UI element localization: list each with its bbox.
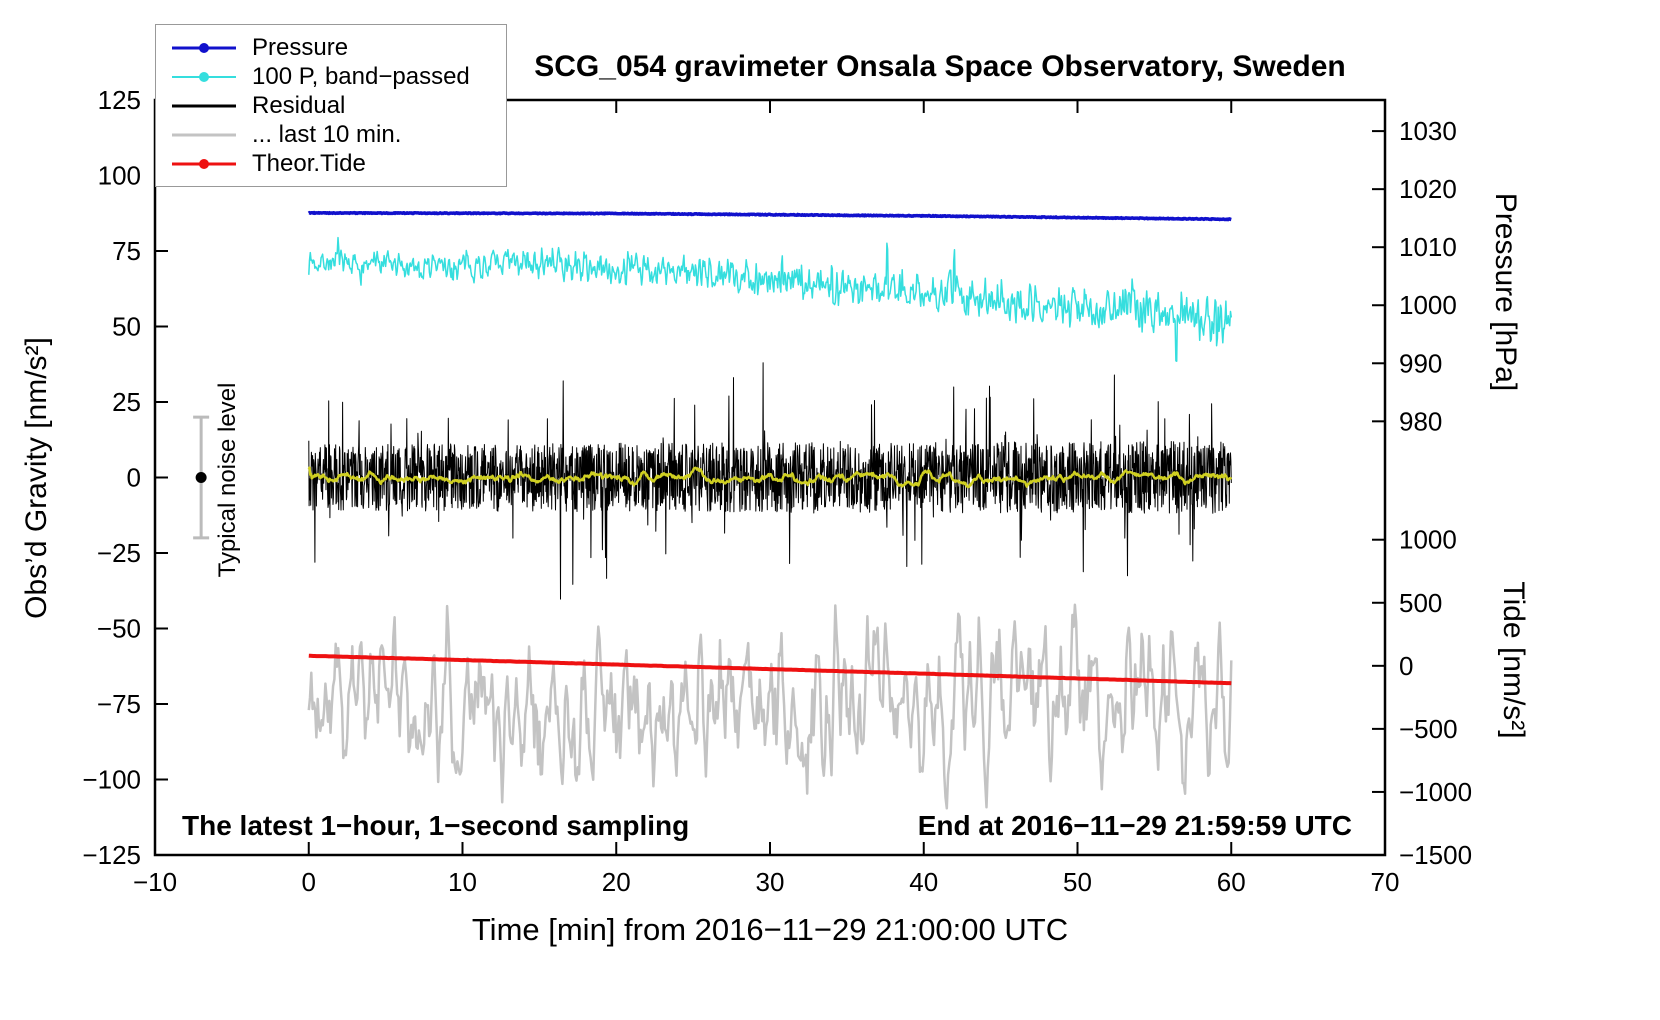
legend-label: Theor.Tide bbox=[252, 149, 366, 177]
gravity-tick-label: 25 bbox=[112, 387, 141, 417]
legend-marker-line bbox=[172, 104, 236, 107]
legend-label: Residual bbox=[252, 91, 346, 119]
pressure-tick-label: 1020 bbox=[1399, 174, 1457, 204]
x-tick-label: 0 bbox=[302, 867, 316, 897]
gravity-tick-label: −50 bbox=[97, 614, 141, 644]
legend-label: ... last 10 min. bbox=[252, 120, 402, 148]
legend-marker-line bbox=[172, 42, 236, 53]
legend-item-0: Pressure bbox=[166, 33, 496, 62]
legend: Pressure 100 P, band−passed Residual... la… bbox=[155, 24, 507, 187]
legend-item-3: ... last 10 min. bbox=[166, 120, 496, 149]
pressure-tick-label: 1010 bbox=[1399, 232, 1457, 262]
tide-tick-label: 0 bbox=[1399, 651, 1413, 681]
noise-level-label: Typical noise level bbox=[214, 382, 241, 578]
pressure-tick-label: 990 bbox=[1399, 348, 1442, 378]
pressure-tick-label: 1030 bbox=[1399, 116, 1457, 146]
gravity-tick-label: −125 bbox=[82, 840, 141, 870]
series-residual-smoothed bbox=[307, 466, 1233, 489]
legend-marker-line bbox=[172, 133, 236, 136]
x-tick-label: 20 bbox=[602, 867, 631, 897]
x-tick-label: 40 bbox=[909, 867, 938, 897]
pressure-tick-label: 980 bbox=[1399, 406, 1442, 436]
legend-item-1: 100 P, band−passed bbox=[166, 62, 496, 91]
x-tick-label: 50 bbox=[1063, 867, 1092, 897]
series-theor-tide bbox=[308, 653, 1232, 686]
x-tick-label: 70 bbox=[1371, 867, 1400, 897]
legend-item-4: Theor.Tide bbox=[166, 149, 496, 178]
tide-tick-label: 1000 bbox=[1399, 525, 1457, 555]
plot-frame bbox=[153, 98, 1387, 857]
sampling-note: The latest 1−hour, 1−second sampling bbox=[182, 810, 690, 841]
gravity-tick-label: −75 bbox=[97, 689, 141, 719]
series-residual bbox=[308, 362, 1232, 600]
noise-dot bbox=[195, 472, 207, 483]
pressure-tick-label: 1000 bbox=[1399, 290, 1457, 320]
pressure-axis-label: Pressure [hPa] bbox=[1489, 192, 1522, 392]
x-tick-label: 30 bbox=[756, 867, 785, 897]
gravity-tick-label: −100 bbox=[82, 765, 141, 795]
legend-label: 100 P, band−passed bbox=[252, 62, 470, 90]
legend-label: Pressure bbox=[252, 33, 349, 61]
tide-axis-label: Tide [nm/s²] bbox=[1497, 581, 1530, 739]
tide-tick-label: −1500 bbox=[1399, 840, 1472, 870]
series-band-passed-pressure bbox=[308, 236, 1233, 362]
tide-tick-label: −1000 bbox=[1399, 777, 1472, 807]
gravity-tick-label: 0 bbox=[127, 463, 141, 493]
legend-marker-line bbox=[172, 158, 236, 169]
legend-item-2: Residual bbox=[166, 91, 496, 120]
end-time-note: End at 2016−11−29 21:59:59 UTC bbox=[917, 810, 1352, 841]
gravity-tick-label: 75 bbox=[112, 236, 141, 266]
tide-tick-label: 500 bbox=[1399, 588, 1442, 618]
x-tick-label: 10 bbox=[448, 867, 477, 897]
x-tick-label: −10 bbox=[133, 867, 177, 897]
gravity-tick-label: 125 bbox=[98, 85, 141, 115]
x-tick-label: 60 bbox=[1217, 867, 1246, 897]
x-axis-label: Time [min] from 2016−11−29 21:00:00 UTC bbox=[471, 912, 1069, 947]
series-pressure bbox=[307, 210, 1233, 222]
tide-tick-label: −500 bbox=[1399, 714, 1458, 744]
series-last-10-min bbox=[307, 603, 1233, 810]
legend-marker-line bbox=[172, 71, 236, 82]
gravity-axis-label: Obs’d Gravity [nm/s²] bbox=[20, 337, 53, 619]
gravity-tick-label: 100 bbox=[98, 161, 141, 191]
chart-title: SCG_054 gravimeter Onsala Space Observat… bbox=[534, 50, 1346, 83]
gravity-tick-label: −25 bbox=[97, 538, 141, 568]
gravity-tick-label: 50 bbox=[112, 312, 141, 342]
